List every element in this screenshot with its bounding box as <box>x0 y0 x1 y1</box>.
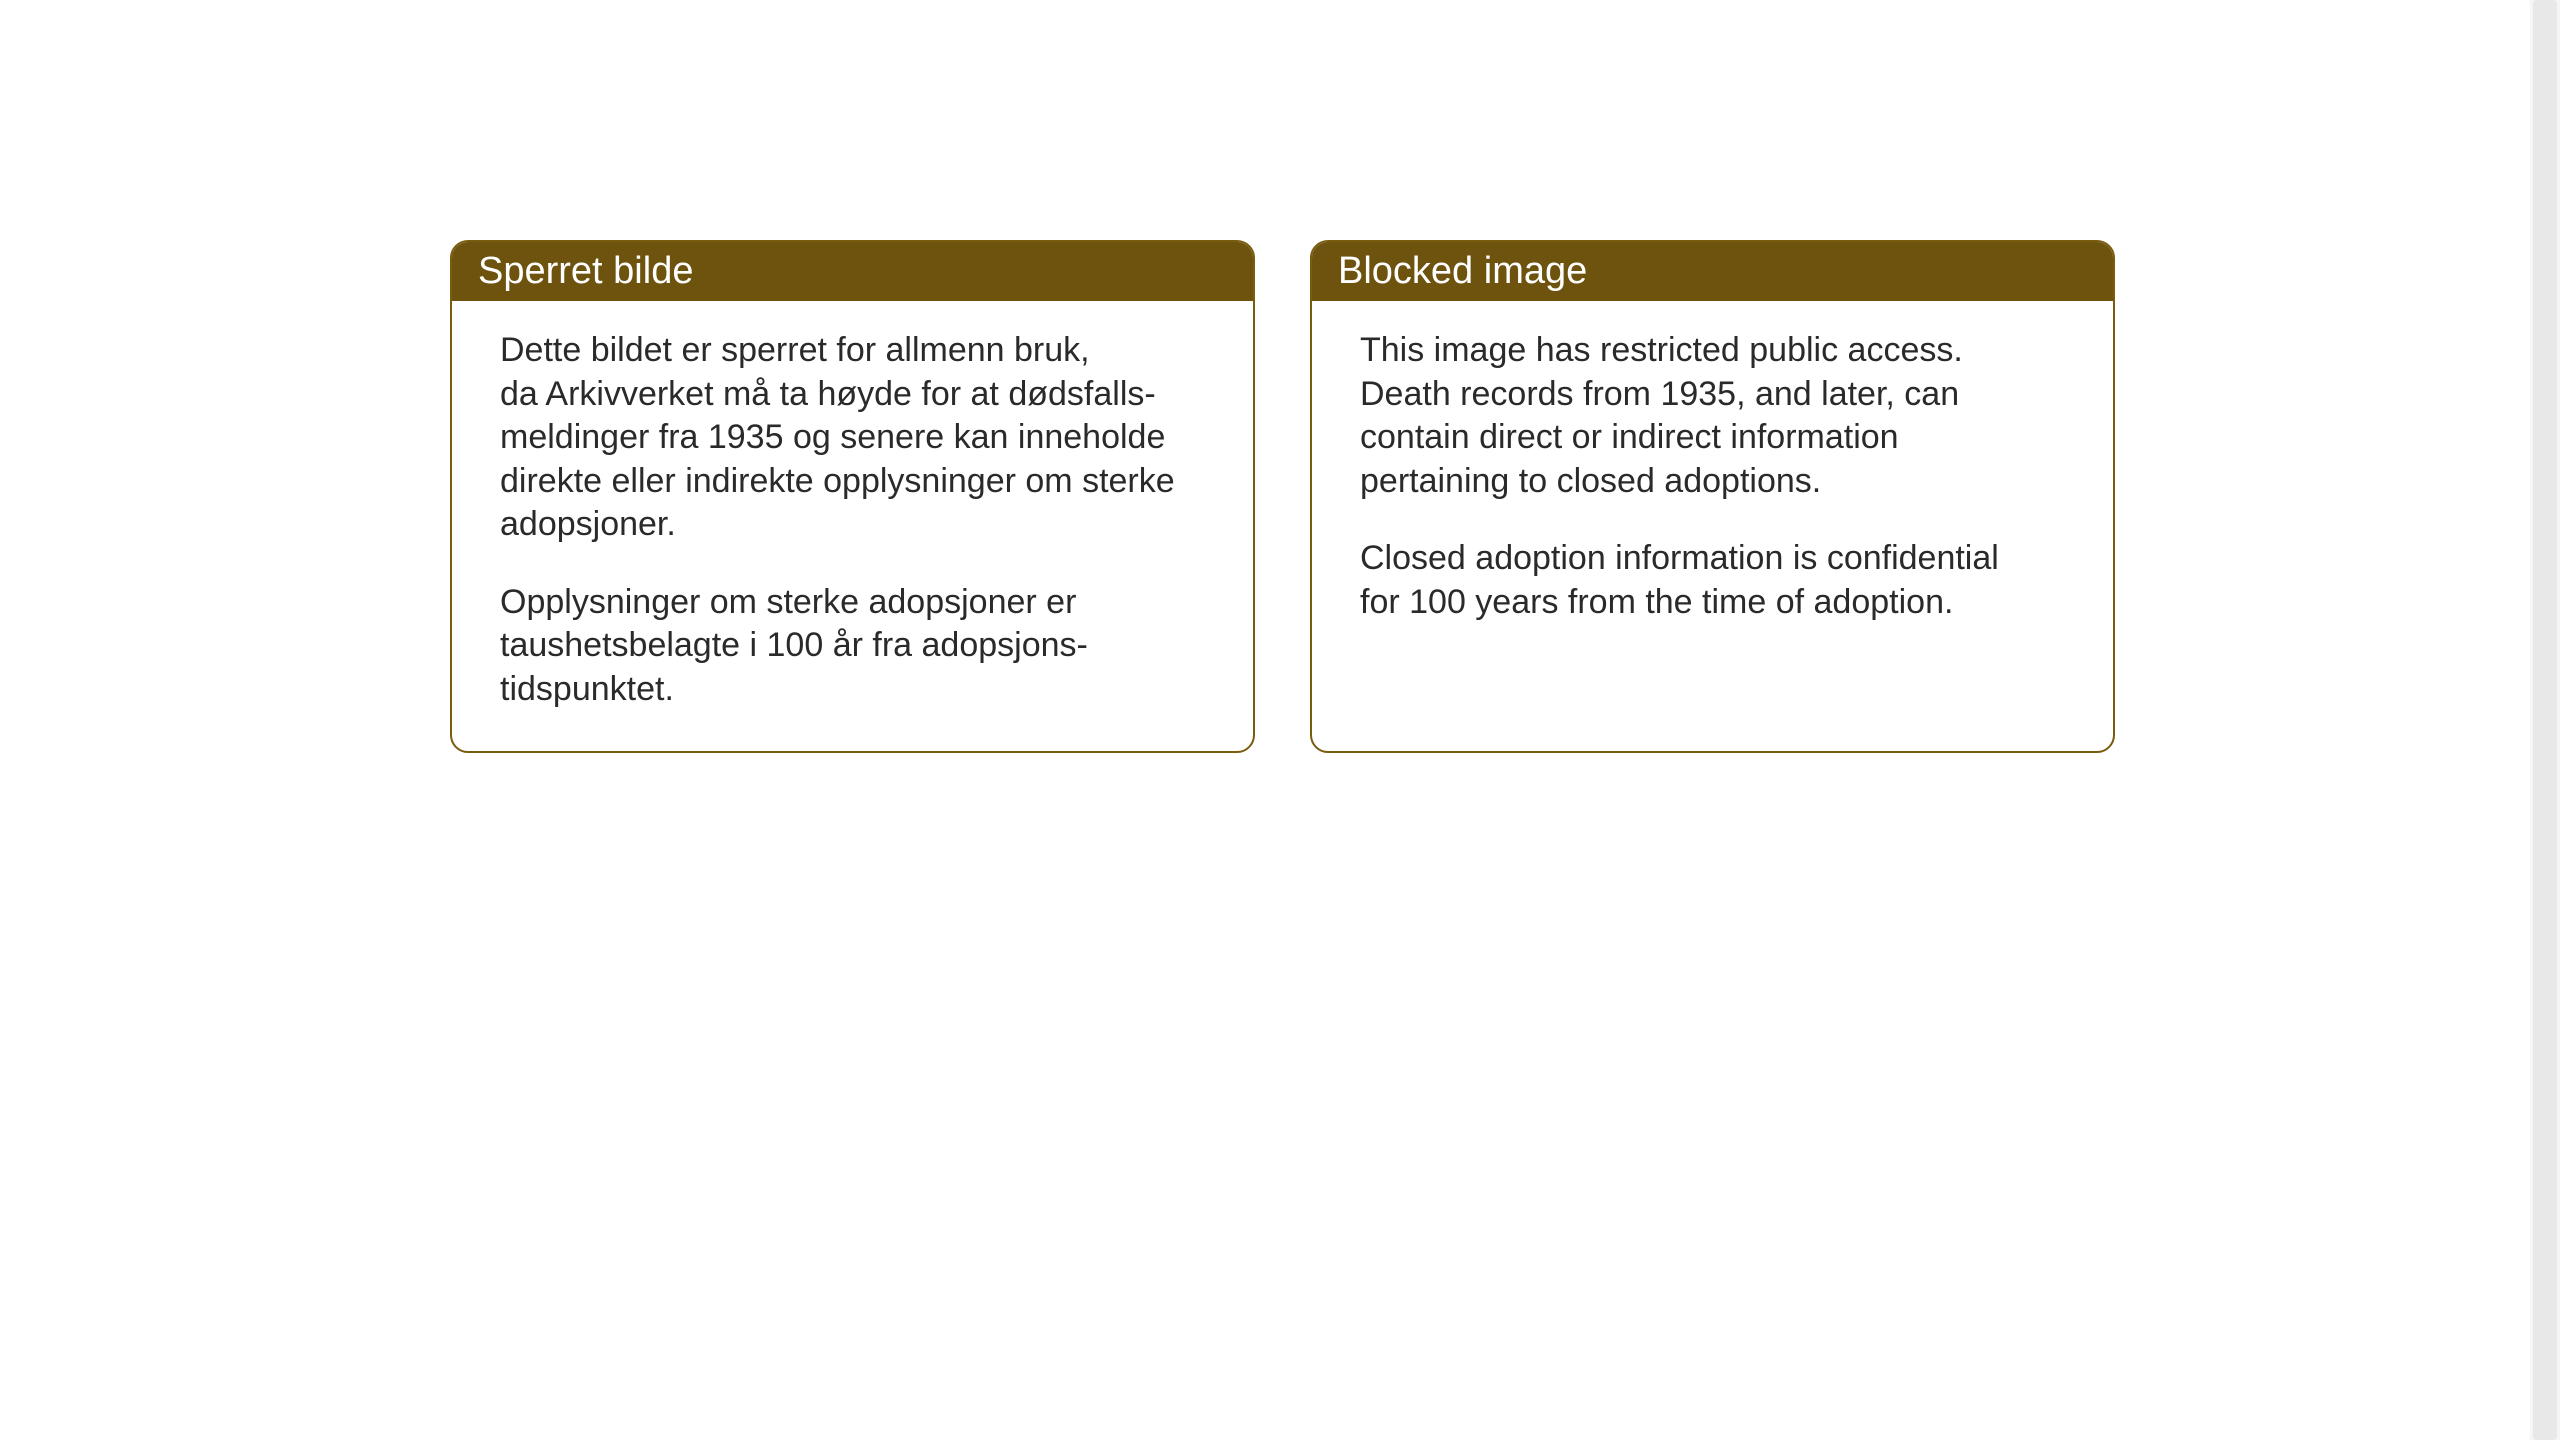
notice-card-norwegian: Sperret bilde Dette bildet er sperret fo… <box>450 240 1255 753</box>
notice-card-english: Blocked image This image has restricted … <box>1310 240 2115 753</box>
notice-title-english: Blocked image <box>1338 250 1587 292</box>
notice-container: Sperret bilde Dette bildet er sperret fo… <box>450 240 2115 753</box>
notice-paragraph-1-english: This image has restricted public access.… <box>1360 329 2065 503</box>
scrollbar-thumb[interactable] <box>2533 0 2557 1440</box>
notice-paragraph-2-english: Closed adoption information is confident… <box>1360 537 2065 624</box>
notice-title-norwegian: Sperret bilde <box>478 250 693 292</box>
vertical-scrollbar[interactable] <box>2530 0 2560 1440</box>
notice-paragraph-1-norwegian: Dette bildet er sperret for allmenn bruk… <box>500 329 1205 547</box>
notice-header-english: Blocked image <box>1312 242 2113 301</box>
notice-header-norwegian: Sperret bilde <box>452 242 1253 301</box>
notice-body-english: This image has restricted public access.… <box>1312 301 2113 731</box>
notice-body-norwegian: Dette bildet er sperret for allmenn bruk… <box>452 301 1253 751</box>
notice-paragraph-2-norwegian: Opplysninger om sterke adopsjoner er tau… <box>500 581 1205 712</box>
